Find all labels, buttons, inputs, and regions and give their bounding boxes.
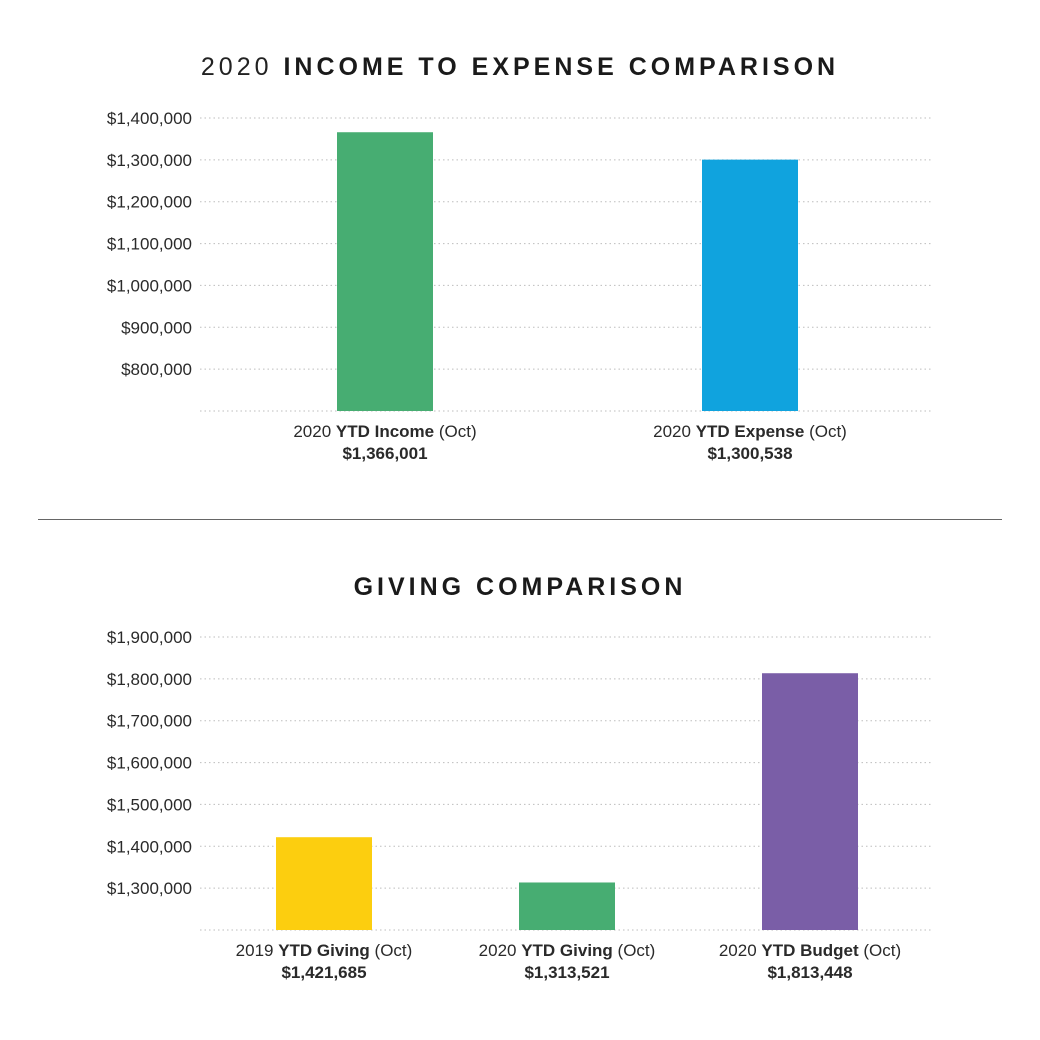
category-label-suffix: (Oct) — [434, 422, 477, 441]
y-tick-label: $1,900,000 — [107, 628, 192, 647]
category-label-prefix: 2020 — [293, 422, 336, 441]
bar — [519, 882, 615, 930]
chart-title-prefix: 2020 — [200, 53, 273, 81]
y-tick-label: $1,600,000 — [107, 754, 192, 773]
chart-title-text: GIVING COMPARISON — [353, 573, 687, 601]
y-tick-label: $1,500,000 — [107, 795, 192, 814]
category-label-suffix: (Oct) — [613, 941, 656, 960]
y-tick-label: $1,100,000 — [107, 235, 192, 254]
chart-title-giving: GIVING COMPARISON — [0, 573, 1040, 602]
y-tick-label: $1,000,000 — [107, 276, 192, 295]
category-label-bold: YTD Giving — [521, 941, 613, 960]
bar-value-label: $1,813,448 — [767, 963, 852, 982]
category-label-suffix: (Oct) — [859, 941, 902, 960]
category-label-bold: YTD Budget — [761, 941, 859, 960]
y-tick-label: $1,200,000 — [107, 193, 192, 212]
category-label-suffix: (Oct) — [804, 422, 847, 441]
y-tick-label: $1,800,000 — [107, 670, 192, 689]
category-label-prefix: 2020 — [719, 941, 762, 960]
bar-value-label: $1,421,685 — [281, 963, 366, 982]
y-tick-label: $1,300,000 — [107, 879, 192, 898]
category-label: 2020 YTD Expense (Oct) — [653, 422, 847, 441]
section-divider — [38, 519, 1002, 520]
income-expense-bar-chart: $800,000 $900,000 $1,000,000 $1,100,000 $1,2… — [107, 109, 932, 463]
category-label-prefix: 2020 — [479, 941, 522, 960]
bar — [702, 159, 798, 411]
y-tick-label: $1,700,000 — [107, 712, 192, 731]
y-tick-label: $1,400,000 — [107, 837, 192, 856]
category-label-suffix: (Oct) — [370, 941, 413, 960]
category-label: 2020 YTD Income (Oct) — [293, 422, 476, 441]
bar-value-label: $1,313,521 — [524, 963, 609, 982]
category-label-prefix: 2020 — [653, 422, 696, 441]
category-label-bold: YTD Income — [336, 422, 434, 441]
category-label-bold: YTD Giving — [278, 941, 370, 960]
category-label: 2020 YTD Budget (Oct) — [719, 941, 901, 960]
bar-value-label: $1,366,001 — [342, 444, 427, 463]
chart-title-income-expense: 2020 INCOME TO EXPENSE COMPARISON — [0, 53, 1040, 82]
chart-title-text: INCOME TO EXPENSE COMPARISON — [283, 53, 840, 81]
y-tick-label: $800,000 — [121, 360, 192, 379]
y-tick-label: $1,300,000 — [107, 151, 192, 170]
category-label-prefix: 2019 — [236, 941, 279, 960]
category-label-bold: YTD Expense — [696, 422, 805, 441]
category-label: 2019 YTD Giving (Oct) — [236, 941, 413, 960]
category-label: 2020 YTD Giving (Oct) — [479, 941, 656, 960]
y-tick-label: $900,000 — [121, 318, 192, 337]
bar — [337, 132, 433, 411]
bar-value-label: $1,300,538 — [707, 444, 792, 463]
bar — [762, 673, 858, 930]
y-tick-label: $1,400,000 — [107, 109, 192, 128]
bar — [276, 837, 372, 930]
